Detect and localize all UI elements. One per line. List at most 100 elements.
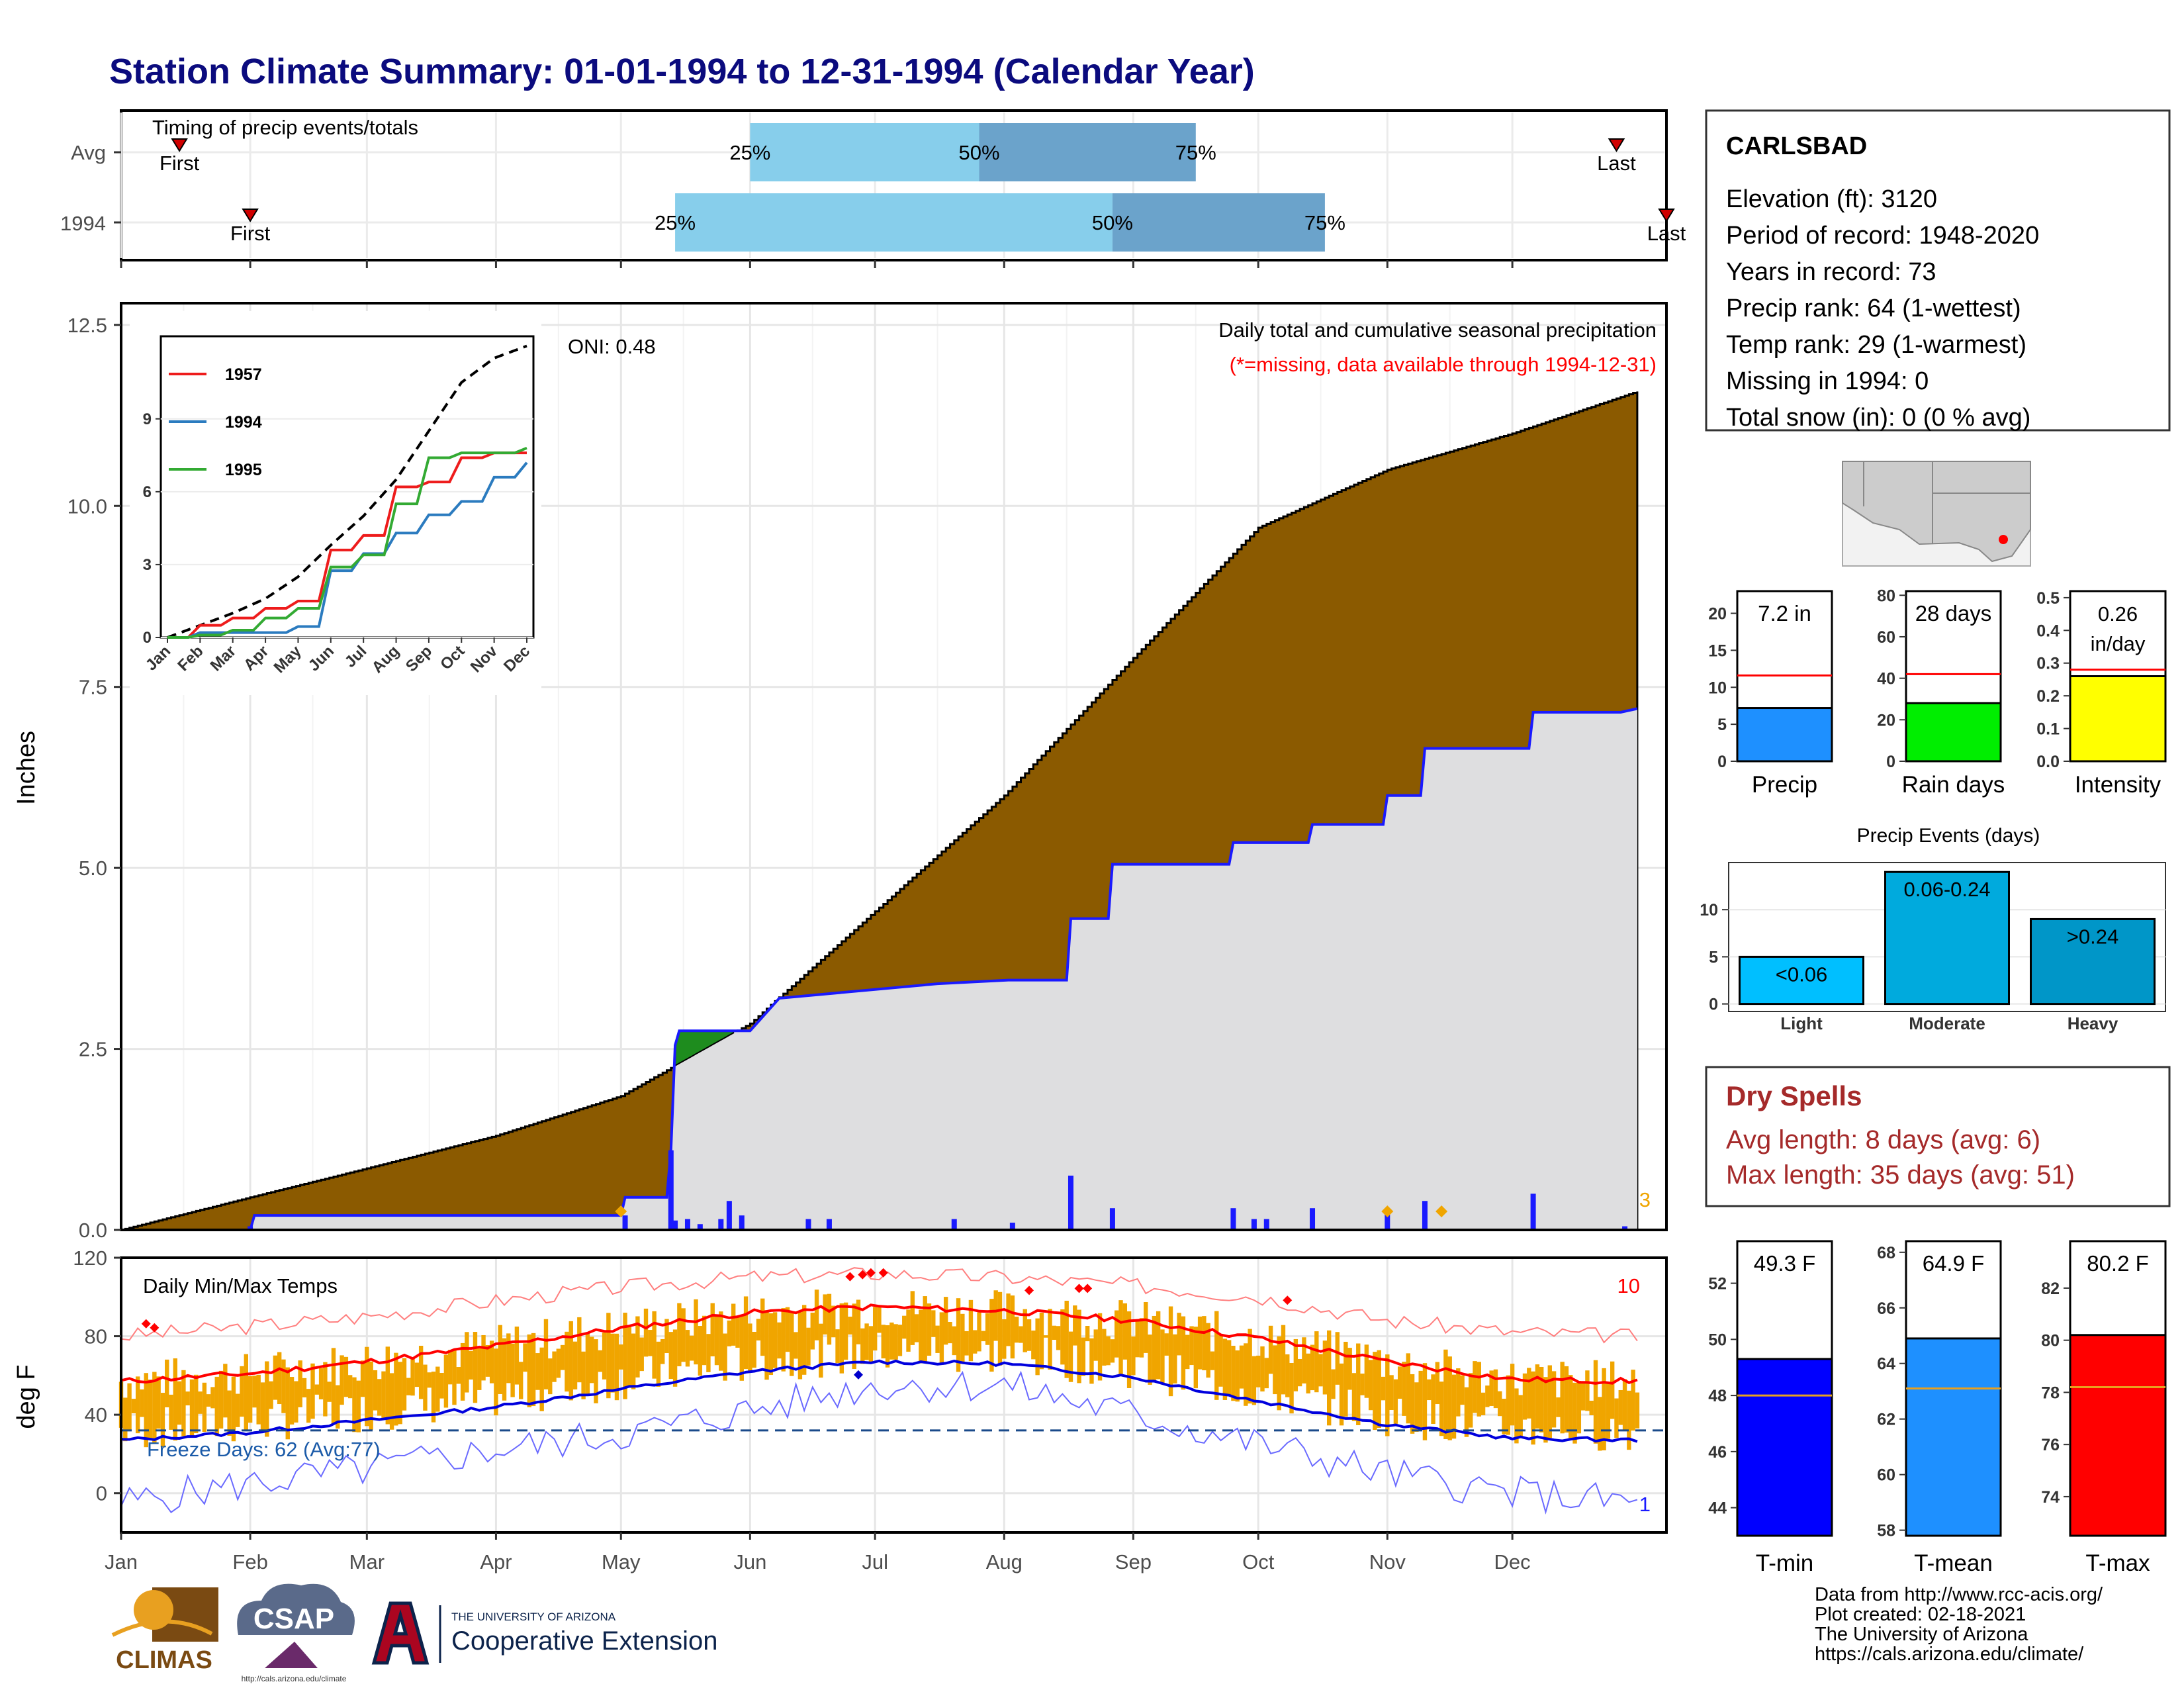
summary-bar-y-tick-label: 40 [1877, 670, 1895, 688]
daily-temp-range-bar [1485, 1385, 1490, 1407]
daily-temp-range-bar [777, 1322, 782, 1359]
daily-temp-range-bar [743, 1296, 749, 1370]
daily-temp-range-bar [1189, 1326, 1194, 1366]
daily-temp-range-bar [790, 1311, 794, 1376]
daily-temp-range-bar [1410, 1374, 1415, 1434]
daily-temp-range-bar [498, 1325, 502, 1394]
summary-bar-y-tick-label: 44 [1708, 1499, 1727, 1518]
daily-temp-range-bar [1060, 1309, 1065, 1365]
daily-temp-range-bar [594, 1339, 598, 1403]
daily-temp-range-bar [1273, 1345, 1277, 1395]
daily-temp-range-bar [1460, 1375, 1465, 1405]
summary-bar-y-tick-label: 20 [1877, 711, 1895, 729]
daily-temp-range-bar [1539, 1366, 1544, 1432]
events-x-label: Light [1780, 1013, 1823, 1033]
daily-temp-range-bar [377, 1379, 382, 1416]
daily-temp-range-bar [1418, 1370, 1423, 1429]
daily-temp-range-bar [872, 1307, 878, 1351]
daily-temp-range-bar [1480, 1392, 1486, 1415]
inset-series-line [167, 451, 527, 639]
daily-temp-range-bar [977, 1312, 981, 1352]
daily-temp-range-bar [797, 1312, 803, 1380]
daily-precip-bar [1251, 1219, 1257, 1230]
precip-y-tick-label: 7.5 [79, 676, 107, 699]
temp-y-tick-label: 40 [85, 1403, 107, 1427]
daily-temp-range-bar [1351, 1373, 1357, 1421]
daily-temp-range-bar [939, 1312, 944, 1365]
temp-panel: 0 40 80 120 deg F Daily Min/Max Temps Freez… [13, 1246, 1668, 1573]
timing-row-label-avg: Avg [71, 141, 106, 164]
daily-temp-range-bar [764, 1310, 769, 1380]
daily-temp-range-bar [814, 1289, 819, 1340]
daily-precip-bar [684, 1219, 690, 1230]
summary-bar-y-tick-label: 0.0 [2036, 753, 2060, 771]
daily-temp-range-bar [823, 1294, 827, 1335]
record-low-marker [854, 1370, 864, 1380]
daily-temp-range-bar [902, 1315, 907, 1339]
daily-temp-range-bar [443, 1354, 449, 1408]
summary-bar-y-tick-label: 76 [2041, 1436, 2060, 1454]
daily-temp-range-bar [1177, 1313, 1181, 1356]
daily-temp-range-bar [1393, 1379, 1398, 1424]
inset-y-tick-label: 3 [143, 556, 152, 574]
daily-temp-range-bar [968, 1299, 974, 1362]
precip-events-chart: Precip Events (days) 0 5 10 <0.06 Light 0.06-… [1700, 825, 2166, 1033]
month-label: Oct [1242, 1550, 1275, 1573]
cumulative-1994-area [121, 708, 1637, 1230]
daily-precip-bar [1530, 1194, 1536, 1230]
daily-temp-range-bar [694, 1299, 698, 1365]
inset-y-tick-label: 9 [143, 410, 152, 428]
daily-temp-range-bar [1585, 1370, 1590, 1411]
station-line: Period of record: 1948-2020 [1726, 222, 2039, 250]
daily-temp-range-bar [1244, 1343, 1248, 1406]
daily-temp-range-bar [435, 1366, 440, 1412]
daily-temp-range-bar [1056, 1326, 1061, 1350]
daily-temp-range-bar [943, 1297, 948, 1345]
daily-temp-range-bar [1473, 1361, 1477, 1413]
daily-temp-range-bar [860, 1328, 865, 1364]
daily-temp-range-bar [648, 1330, 653, 1356]
record-high-marker [866, 1268, 876, 1278]
daily-temp-range-bar [1569, 1375, 1573, 1440]
summary-bar-x-label: Rain days [1902, 772, 2005, 798]
daily-temp-range-bar [327, 1382, 332, 1402]
daily-temp-range-bar [1427, 1379, 1432, 1401]
missing-marker [1381, 1205, 1394, 1217]
daily-temp-range-bar [460, 1342, 465, 1401]
summary-bar-value-label: 49.3 F [1754, 1251, 1816, 1276]
dry-spells-title: Dry Spells [1726, 1080, 1862, 1111]
daily-temp-range-bar [1222, 1338, 1228, 1400]
daily-temp-range-bar [227, 1390, 232, 1436]
daily-temp-range-bar [985, 1313, 990, 1345]
summary-bar-chart-precip: 0 5 10 15 20 7.2 in Precip [1708, 590, 1833, 798]
daily-temp-range-bar [1560, 1362, 1565, 1434]
average-max-line [120, 1303, 1638, 1385]
daily-temp-range-bar [1023, 1309, 1027, 1352]
daily-temp-range-bar [298, 1360, 302, 1407]
daily-temp-range-bar [1235, 1350, 1240, 1402]
month-label: Apr [480, 1550, 512, 1573]
daily-temp-range-bar [831, 1305, 836, 1338]
daily-precip-bar [718, 1219, 724, 1230]
csap-logo: CSAP http://cals.arizona.edu/climate [237, 1583, 355, 1683]
first-label: First [230, 222, 271, 245]
daily-precip-bar [1068, 1175, 1073, 1230]
daily-temp-range-bar [1031, 1331, 1036, 1360]
daily-temp-range-bar [1214, 1311, 1219, 1400]
precip-y-tick-label: 5.0 [79, 857, 107, 880]
daily-precip-bar [697, 1224, 703, 1230]
daily-temp-range-bar [1077, 1309, 1081, 1383]
daily-temp-range-bar [177, 1381, 182, 1425]
daily-temp-range-bar [643, 1308, 649, 1357]
daily-precip-bar [826, 1219, 832, 1230]
daily-temp-range-bar [1085, 1326, 1090, 1342]
summary-bar-y-tick-label: 0 [1886, 753, 1895, 771]
timing-p75-label: 75% [1304, 211, 1345, 234]
station-info-box: CARLSBAD Elevation (ft): 3120 Period of … [1705, 109, 2171, 432]
timing-row-label-1994: 1994 [60, 212, 106, 235]
daily-temp-range-bar [1335, 1332, 1340, 1385]
timing-bar-50-75 [979, 123, 1196, 181]
daily-temp-range-bar [719, 1311, 723, 1371]
daily-temp-range-bar [331, 1348, 336, 1425]
daily-temp-range-bar [1118, 1300, 1123, 1375]
